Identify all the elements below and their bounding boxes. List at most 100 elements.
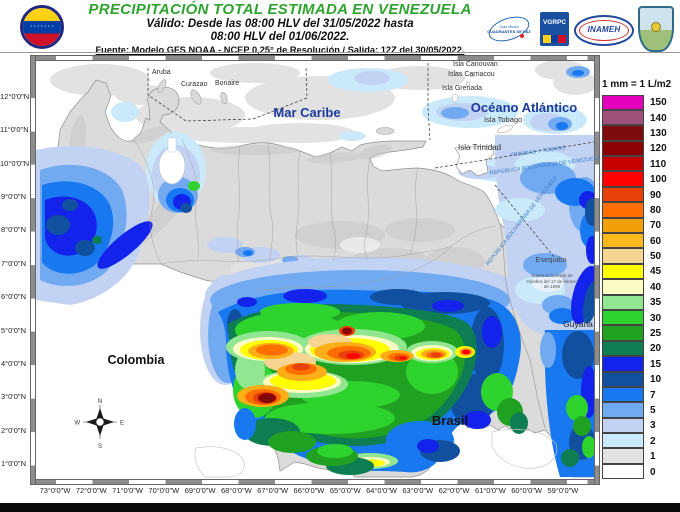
lon-axis-label: 67°0'0"W (257, 486, 289, 495)
legend-color-swatch (602, 186, 644, 203)
compass-w: W (74, 421, 80, 427)
lat-axis-label: 8°0'0"N (0, 225, 26, 235)
lat-axis-label: 6°0'0"N (0, 292, 26, 302)
trinidad-island (454, 145, 495, 177)
legend-color-swatch (602, 402, 644, 418)
legend-color-swatch (602, 294, 644, 310)
legend-color-swatch (602, 417, 644, 434)
legend-value: 1 (650, 451, 656, 463)
latitude-axis: 12°0'0"N 11°0'0"N 10°0'0"N 9°0'0"N 8°0'0… (0, 92, 30, 469)
legend-value: 60 (650, 235, 662, 247)
legend-color-swatch (602, 386, 644, 403)
legend-color-swatch (602, 233, 644, 249)
legend-entry: 90 (602, 186, 678, 203)
legend-value: 25 (650, 328, 662, 340)
legend-entry: 70 (602, 217, 678, 234)
legend-entry: 100 (602, 171, 678, 187)
legend-entry: 1 (602, 448, 678, 464)
legend-color-swatch (602, 279, 644, 295)
neatline-bottom (30, 479, 600, 485)
legend-color-swatch (602, 202, 644, 218)
legend-entry: 40 (602, 279, 678, 295)
flag-circle-icon: • • • • • • • (20, 5, 64, 49)
legend-value: 35 (650, 297, 662, 309)
lat-axis-label: 9°0'0"N (0, 192, 26, 202)
vgrpc-flag-icon (543, 35, 567, 43)
lat-axis-label: 1°0'0"N (0, 458, 26, 468)
legend-value: 7 (650, 389, 656, 401)
legend-entry: 35 (602, 294, 678, 310)
legend-entry: 150 (602, 94, 678, 110)
legend-value: 5 (650, 405, 656, 416)
lon-axis-label: 72°0'0"W (75, 486, 107, 495)
legend-scale: 150 140 130 120 (602, 94, 678, 480)
legend-value: 150 (650, 97, 667, 109)
lat-axis-label: 12°0'0"N (0, 92, 30, 101)
crest-center-icon (651, 22, 661, 32)
logo-strip: Gran Misión CUADRANTES DE PAZ VGRPC INAM… (484, 6, 680, 52)
legend-value: 110 (650, 158, 667, 170)
cuadrantes-dot-icon (520, 34, 524, 38)
legend-entry: 60 (602, 233, 678, 249)
title-block: PRECIPITACIÓN TOTAL ESTIMADA EN VENEZUEL… (70, 2, 490, 56)
map-frame: N S W E Aruba Curazao Bonaire Mar Caribe… (30, 55, 601, 485)
legend-color-swatch (602, 140, 644, 157)
neatline-right (594, 55, 600, 485)
valid-period-line1: Válido: Desde las 08:00 HLV del 31/05/20… (146, 18, 414, 30)
lat-axis-label: 4°0'0"N (0, 358, 26, 368)
legend-value: 30 (650, 312, 662, 324)
western-precip (36, 132, 206, 305)
venezuela-flag-emblem: • • • • • • • (16, 4, 68, 50)
header-divider (0, 52, 680, 53)
bottom-bar (0, 503, 680, 512)
legend-entry: 2 (602, 433, 678, 449)
legend-value: 3 (650, 420, 656, 432)
legend-entry: 110 (602, 156, 678, 172)
legend-color-swatch (602, 371, 644, 387)
legend-entry: 30 (602, 309, 678, 326)
legend-color-swatch (602, 325, 644, 341)
legend-value: 140 (650, 112, 667, 124)
legend-color-swatch (602, 448, 644, 464)
legend-entry: 80 (602, 202, 678, 218)
lat-axis-label: 3°0'0"N (0, 392, 26, 402)
lat-axis-label: 7°0'0"N (0, 258, 26, 268)
compass-s: S (98, 444, 102, 450)
legend-value: 2 (650, 435, 656, 447)
legend-entry: 10 (602, 371, 678, 387)
legend-entry: 50 (602, 248, 678, 264)
legend-value: 15 (650, 358, 662, 370)
lon-axis-label: 59°0'0"W (547, 486, 579, 495)
legend-color-swatch (602, 356, 644, 372)
legend-value: 80 (650, 204, 662, 216)
lon-axis-label: 65°0'0"W (329, 486, 361, 495)
legend-color-swatch (602, 340, 644, 357)
legend-entry: 5 (602, 402, 678, 418)
legend-color-swatch (602, 156, 644, 172)
legend-color-swatch (602, 217, 644, 234)
lon-axis-label: 62°0'0"W (438, 486, 470, 495)
map-svg: N S W E (36, 61, 594, 479)
lon-axis-label: 71°0'0"W (112, 486, 143, 495)
lon-axis-label: 70°0'0"W (148, 486, 180, 495)
legend-entry: 120 (602, 140, 678, 157)
legend-color-swatch (602, 125, 644, 141)
legend-color-swatch (602, 94, 644, 110)
legend-entry: 15 (602, 356, 678, 372)
legend-color-swatch (602, 109, 644, 126)
legend-entry: 140 (602, 109, 678, 126)
legend-value: 120 (650, 143, 667, 155)
legend-entry: 20 (602, 340, 678, 357)
state-boundaries (133, 138, 546, 429)
legend-color-swatch (602, 463, 644, 480)
legend-color-swatch (602, 263, 644, 280)
islands (157, 72, 513, 177)
legend-value: 10 (650, 374, 662, 386)
legend-value: 50 (650, 251, 662, 263)
lon-axis-label: 60°0'0"W (511, 486, 543, 495)
inameh-ring-icon (579, 20, 629, 41)
legend-value: 100 (650, 174, 667, 186)
compass-e: E (120, 421, 124, 427)
lon-axis-label: 73°0'0"W (39, 486, 71, 495)
